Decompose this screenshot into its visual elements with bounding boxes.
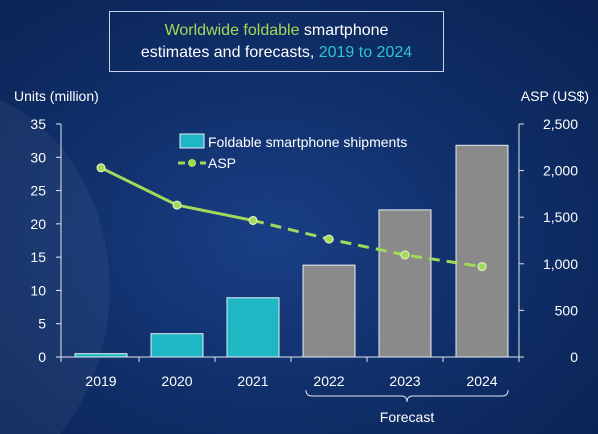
title-line-2: estimates and forecasts, 2019 to 2024 [141, 42, 412, 64]
chart-title: Worldwide foldable smartphone estimates … [109, 11, 444, 72]
bar-2022 [302, 264, 356, 358]
x-tick-label: 2022 [313, 373, 344, 389]
left-tick-label: 0 [38, 349, 46, 365]
legend[interactable]: Foldable smartphone shipments ASP [178, 133, 407, 171]
left-tick-label: 5 [38, 316, 46, 332]
right-tick-label: 0 [570, 349, 578, 365]
asp-point-2024 [477, 262, 487, 272]
left-tick-label: 25 [30, 183, 46, 199]
x-tick-label: 2023 [389, 373, 420, 389]
axes: 0 5 10 15 20 25 30 35 0 500 1,000 1,500 2,000 2,500 20… [30, 116, 578, 389]
decor-swoosh [0, 100, 110, 434]
left-tick-label: 20 [30, 216, 46, 232]
asp-point-2023 [400, 250, 410, 260]
right-tick-label: 1,000 [543, 256, 578, 272]
y-axis-label-left: Units (million) [14, 88, 99, 104]
axis-labels: Units (million) ASP (US$) Forecast [14, 88, 589, 425]
x-tick-label: 2019 [85, 373, 116, 389]
x-tick-label: 2020 [161, 373, 192, 389]
title-rest: smartphone [299, 21, 389, 39]
bar-2024 [455, 144, 509, 358]
legend-label-shipments: Foldable smartphone shipments [208, 134, 407, 150]
left-tick-label: 10 [30, 282, 46, 298]
left-tick-label: 15 [30, 249, 46, 265]
title-line-1: Worldwide foldable smartphone [165, 20, 389, 42]
right-tick-label: 2,000 [543, 163, 578, 179]
bar-2020 [150, 333, 204, 358]
bar-2019 [74, 353, 128, 358]
forecast-label: Forecast [380, 409, 435, 425]
bar-2023 [378, 209, 432, 358]
left-tick-label: 30 [30, 149, 46, 165]
right-tick-label: 2,500 [543, 116, 578, 132]
y-axis-label-right: ASP (US$) [521, 88, 589, 104]
legend-swatch-shipments [179, 133, 205, 149]
left-tick-label: 35 [30, 116, 46, 132]
asp-point-2022 [324, 234, 334, 244]
asp-line-group [96, 163, 487, 272]
asp-point-2021 [248, 215, 258, 225]
x-tick-label: 2021 [237, 373, 268, 389]
asp-point-2019 [96, 163, 106, 173]
right-tick-label: 1,500 [543, 209, 578, 225]
forecast-bracket [305, 389, 509, 403]
legend-marker-asp [188, 159, 196, 167]
title-prefix: estimates and forecasts, [140, 43, 319, 61]
title-years: 2019 to 2024 [318, 43, 413, 61]
x-tick-label: 2024 [466, 373, 497, 389]
asp-line-solid [100, 166, 254, 222]
background-swoosh [0, 100, 110, 434]
asp-line-dashed [252, 219, 483, 269]
bar-2021 [226, 297, 280, 358]
bars [74, 144, 509, 358]
asp-point-2020 [172, 200, 182, 210]
right-tick-label: 500 [555, 302, 579, 318]
legend-label-asp: ASP [208, 155, 236, 171]
title-highlight: Worldwide foldable [164, 21, 300, 39]
